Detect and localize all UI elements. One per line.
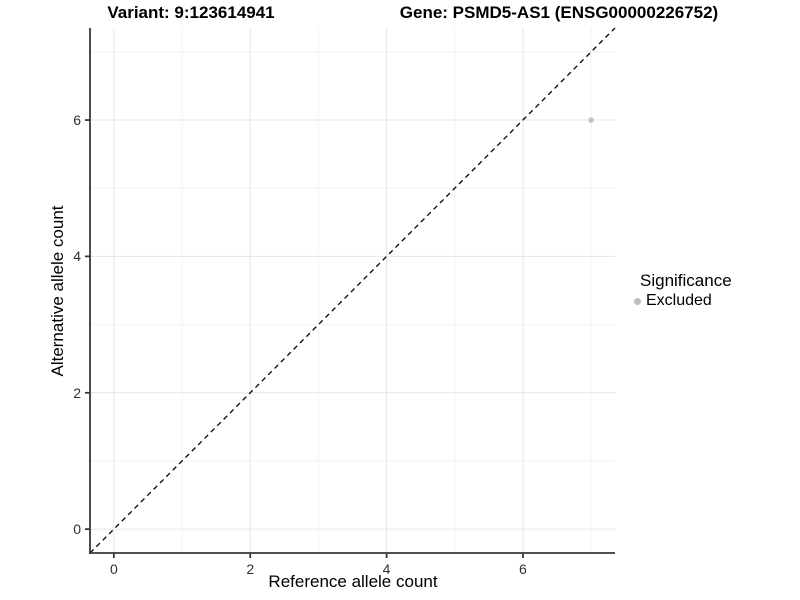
legend-item-excluded: Excluded xyxy=(634,292,732,310)
y-tick-label: 2 xyxy=(73,384,81,401)
x-tick-label: 0 xyxy=(109,561,118,577)
y-tick-label: 4 xyxy=(73,248,81,265)
x-axis-title: Reference allele count xyxy=(268,572,438,591)
legend-item-label: Excluded xyxy=(646,292,712,309)
x-tick-label: 4 xyxy=(382,561,391,577)
x-tick-label: 2 xyxy=(246,561,255,577)
data-point xyxy=(588,117,594,123)
y-axis-title: Alternative allele count xyxy=(48,205,67,377)
x-tick-label: 6 xyxy=(519,561,527,577)
plot-title-variant: Variant: 9:123614941 xyxy=(107,3,275,22)
y-tick-label: 0 xyxy=(73,521,81,538)
identity-reference-line xyxy=(89,27,616,554)
legend-key-dot-icon xyxy=(634,297,641,305)
legend: Significance Excluded xyxy=(634,271,732,310)
y-tick-label: 6 xyxy=(73,112,81,129)
legend-title: Significance xyxy=(640,271,732,290)
plot-title-gene: Gene: PSMD5-AS1 (ENSG00000226752) xyxy=(399,3,719,22)
